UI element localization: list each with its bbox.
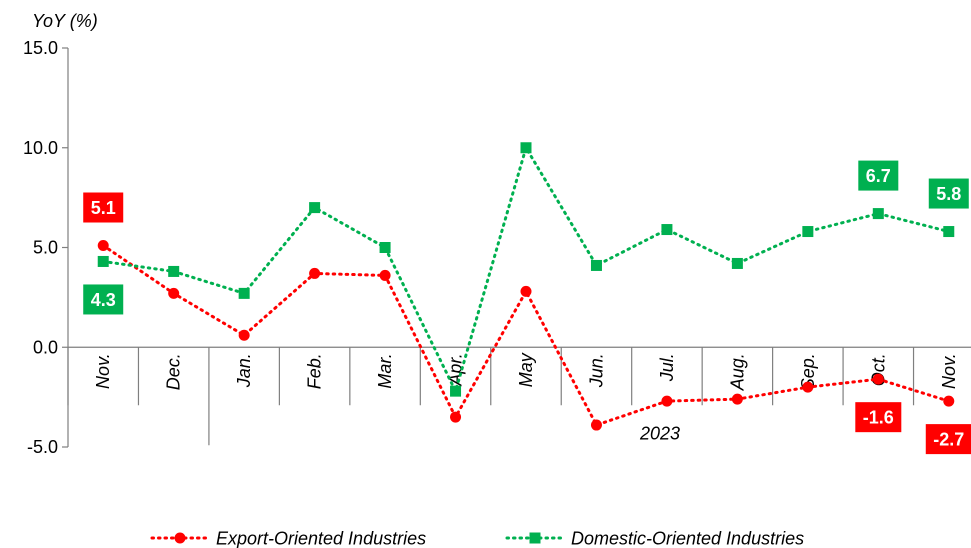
data-point — [309, 267, 321, 279]
legend-item-1: Domestic-Oriented Industries — [505, 529, 804, 548]
data-label: -2.7 — [925, 424, 971, 455]
x-tick-label: Nov. — [939, 353, 959, 389]
data-point — [872, 373, 884, 385]
data-label-box — [83, 284, 124, 315]
data-point — [450, 385, 462, 397]
x-tick-label: May — [516, 352, 536, 387]
legend-label: Domestic-Oriented Industries — [571, 529, 804, 548]
y-tick-label: 0.0 — [33, 337, 58, 357]
y-tick-label: 10.0 — [23, 138, 58, 158]
data-label-box — [925, 424, 971, 455]
data-label: -1.6 — [855, 402, 902, 433]
data-point — [872, 208, 884, 220]
data-point — [661, 395, 673, 407]
data-point — [168, 265, 180, 277]
legend: Export-Oriented Industries Domestic-Orien… — [150, 529, 804, 548]
y-axis-title: YoY (%) — [32, 11, 98, 31]
data-point — [168, 287, 180, 299]
data-label-text: -2.7 — [933, 430, 964, 450]
legend-label: Export-Oriented Industries — [216, 529, 426, 548]
data-point — [731, 257, 743, 269]
data-point — [943, 226, 955, 238]
axes: 15.0 10.0 5.0 0.0 -5.0 YoY (%) Nov. Dec. Jan. Feb… — [23, 11, 971, 457]
data-point — [238, 287, 250, 299]
data-label-text: 5.8 — [936, 184, 961, 204]
x-tick-label: Jul. — [657, 353, 677, 382]
x-group-label: 2023 — [639, 423, 680, 443]
data-point — [379, 269, 391, 281]
y-tick-label: 5.0 — [33, 238, 58, 258]
x-tick-label: Aug. — [727, 353, 747, 391]
data-label: 4.3 — [83, 284, 124, 315]
data-point — [97, 255, 109, 267]
data-label: 5.8 — [928, 178, 969, 209]
data-point — [661, 224, 673, 236]
x-tick-label: Sep. — [798, 353, 818, 390]
legend-swatch-marker — [174, 532, 186, 544]
data-point — [520, 285, 532, 297]
data-label-box — [858, 160, 899, 191]
x-tick-label: Jun. — [586, 353, 606, 388]
data-label-box — [83, 192, 124, 223]
data-point — [520, 142, 532, 154]
data-label-box — [855, 402, 902, 433]
data-point — [802, 381, 814, 393]
data-label: 6.7 — [858, 160, 899, 191]
data-point — [450, 411, 462, 423]
data-point — [943, 395, 955, 407]
x-tick-label: Mar. — [375, 353, 395, 388]
data-point — [590, 419, 602, 431]
y-tick-label: -5.0 — [27, 437, 58, 457]
x-tick-label: Feb. — [305, 353, 325, 389]
y-tick-label: 15.0 — [23, 38, 58, 58]
legend-item-0: Export-Oriented Industries — [150, 529, 426, 548]
series-line-0 — [101, 244, 951, 427]
x-tick-label: Dec. — [164, 353, 184, 390]
series-lines — [97, 142, 955, 431]
data-label-text: -1.6 — [863, 408, 894, 428]
legend-swatch-marker — [529, 532, 541, 544]
x-tick-label: Nov. — [93, 353, 113, 389]
x-tick-label: Jan. — [234, 353, 254, 388]
data-point — [802, 226, 814, 238]
data-label-text: 5.1 — [91, 198, 116, 218]
data-point — [379, 242, 391, 253]
data-point — [97, 240, 109, 252]
data-labels: 5.1 4.3 6.7 5.8 -1.6 -2.7 — [83, 160, 971, 455]
data-point — [238, 329, 250, 341]
data-point — [590, 259, 602, 271]
data-label-box — [928, 178, 969, 209]
data-point — [309, 202, 321, 214]
data-point — [731, 393, 743, 405]
data-label-text: 6.7 — [866, 166, 891, 186]
data-label-text: 4.3 — [91, 290, 116, 310]
data-label: 5.1 — [83, 192, 124, 223]
